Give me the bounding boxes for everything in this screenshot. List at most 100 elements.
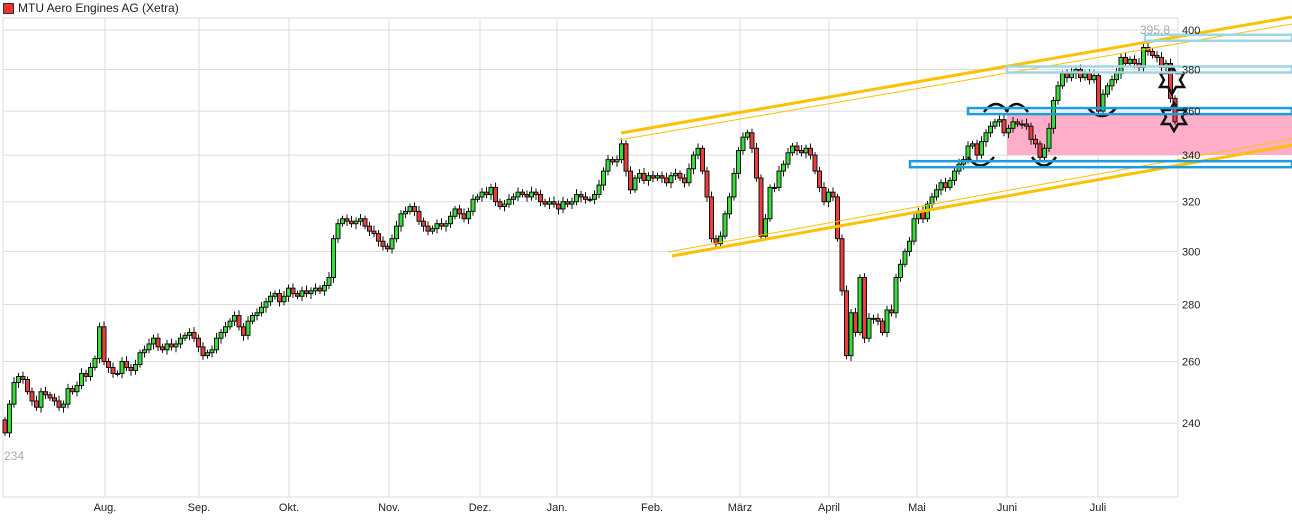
candle-body <box>821 186 827 203</box>
candle-body <box>322 284 327 292</box>
candle-body <box>169 343 174 348</box>
candle <box>659 171 665 183</box>
candle-body <box>313 287 318 292</box>
candle-body <box>1109 79 1115 87</box>
candle-body <box>371 230 377 235</box>
candle <box>205 349 210 359</box>
candle <box>421 217 426 232</box>
candle <box>182 332 188 342</box>
candle-body <box>902 250 908 265</box>
candle-body <box>862 276 867 339</box>
plot-border <box>2 17 1179 498</box>
grid <box>2 17 1179 498</box>
candle <box>38 388 44 413</box>
candle-body <box>515 191 521 198</box>
arc-top-2 <box>1004 102 1029 113</box>
candle <box>992 118 998 130</box>
candle <box>398 210 404 232</box>
candle-body <box>947 179 953 188</box>
candle <box>448 211 453 228</box>
candle <box>812 151 818 175</box>
candle <box>173 340 179 353</box>
candle <box>641 168 647 185</box>
candle <box>601 167 606 191</box>
candle <box>470 194 476 216</box>
candle <box>767 184 773 222</box>
candle-body <box>268 295 273 303</box>
candle-body <box>182 334 188 339</box>
candle-body <box>335 223 341 240</box>
candle <box>259 301 264 317</box>
candle-body <box>470 198 476 212</box>
candles <box>2 42 1178 438</box>
candle-body <box>349 220 354 225</box>
candle-body <box>835 196 840 240</box>
candle-body <box>290 287 296 295</box>
candle <box>497 198 503 210</box>
candle-body <box>457 208 462 215</box>
candle-body <box>232 315 237 322</box>
candle-body <box>25 378 30 393</box>
candle-body <box>1096 75 1101 112</box>
candle <box>740 132 746 155</box>
candle <box>947 177 953 191</box>
candle-body <box>259 306 264 314</box>
candle-body <box>1019 123 1025 126</box>
candle-body <box>889 309 894 314</box>
y-tick-label: 380 <box>1182 64 1200 76</box>
candle-body <box>353 220 359 225</box>
candle-body <box>560 201 566 210</box>
candle-body <box>596 184 602 196</box>
candle-body <box>884 309 890 333</box>
candle-body <box>569 201 575 205</box>
candle <box>56 395 62 411</box>
candle-body <box>578 194 584 198</box>
candle <box>560 196 566 214</box>
candle <box>1010 117 1016 133</box>
candle <box>209 345 215 358</box>
candle-body <box>808 147 813 156</box>
candle <box>844 285 849 360</box>
chart-title: MTU Aero Engines AG (Xetra) <box>3 1 179 15</box>
candle <box>304 285 309 298</box>
candle-body <box>497 201 503 208</box>
candle-body <box>772 186 777 189</box>
candle-body <box>992 121 998 127</box>
candle-body <box>871 317 876 320</box>
candle <box>623 140 629 177</box>
candle <box>362 215 368 230</box>
candle <box>529 186 534 201</box>
candle-body <box>610 159 615 163</box>
candle <box>1172 95 1178 125</box>
candle <box>920 206 926 223</box>
candle <box>1042 144 1047 163</box>
candle-body <box>43 391 48 396</box>
candle-body <box>434 223 440 230</box>
x-tick-label: Okt. <box>279 502 299 514</box>
x-tick-label: Dez. <box>469 502 492 514</box>
candle-body <box>452 208 458 217</box>
candle-body <box>101 326 107 363</box>
candle-body <box>344 218 350 222</box>
candle-body <box>1150 50 1155 56</box>
candle <box>389 234 395 254</box>
y-tick-label: 400 <box>1182 25 1200 37</box>
candle-body <box>7 403 12 434</box>
candle-body <box>79 372 84 387</box>
candle <box>763 213 768 241</box>
level-box <box>966 106 1292 116</box>
candle <box>866 312 872 342</box>
candle-body <box>506 198 512 205</box>
candle-body <box>529 191 534 198</box>
candle-body <box>1114 73 1119 81</box>
candle-body <box>263 301 269 308</box>
candle <box>682 173 687 188</box>
candle-body <box>709 196 714 240</box>
candle-body <box>695 147 701 156</box>
candle <box>700 145 705 175</box>
candle <box>974 139 980 160</box>
candle <box>245 316 251 340</box>
candle-body <box>1141 47 1146 68</box>
candle-body <box>767 186 773 220</box>
candle-body <box>934 189 939 198</box>
